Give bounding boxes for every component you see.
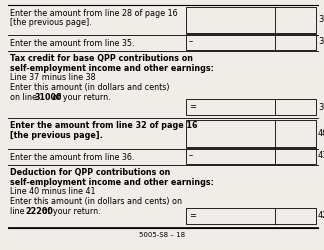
Text: line: line: [10, 206, 27, 216]
Text: Enter the amount from line 36.: Enter the amount from line 36.: [10, 152, 134, 162]
Text: Enter this amount (in dollars and cents) on: Enter this amount (in dollars and cents)…: [10, 197, 182, 206]
Bar: [186, 148, 316, 164]
Text: self-employment income and other earnings:: self-employment income and other earning…: [10, 178, 214, 187]
Bar: [186, 34, 316, 50]
Text: 37: 37: [318, 16, 324, 24]
Text: Enter the amount from line 28 of page 16: Enter the amount from line 28 of page 16: [10, 8, 178, 18]
Text: =: =: [189, 102, 196, 112]
Text: Line 37 minus line 38: Line 37 minus line 38: [10, 74, 96, 82]
Text: –: –: [189, 151, 193, 160]
Bar: [186, 120, 316, 147]
Text: of your return.: of your return.: [50, 92, 110, 102]
Bar: [186, 99, 316, 115]
Text: 40: 40: [318, 129, 324, 138]
Text: 39: 39: [318, 102, 324, 112]
Text: [the previous page].: [the previous page].: [10, 18, 92, 27]
Text: 22200: 22200: [25, 206, 53, 216]
Bar: [186, 7, 316, 33]
Text: of your return.: of your return.: [40, 206, 101, 216]
Text: [the previous page].: [the previous page].: [10, 131, 103, 140]
Text: self-employment income and other earnings:: self-employment income and other earning…: [10, 64, 214, 73]
Text: Line 40 minus line 41: Line 40 minus line 41: [10, 188, 96, 196]
Text: Deduction for QPP contributions on: Deduction for QPP contributions on: [10, 168, 170, 177]
Bar: [186, 208, 316, 224]
Text: 31000: 31000: [34, 92, 62, 102]
Text: Enter the amount from line 35.: Enter the amount from line 35.: [10, 38, 134, 48]
Text: 38: 38: [318, 37, 324, 46]
Text: on line: on line: [10, 92, 40, 102]
Text: Enter the amount from line 32 of page 16: Enter the amount from line 32 of page 16: [10, 122, 198, 130]
Text: Enter this amount (in dollars and cents): Enter this amount (in dollars and cents): [10, 83, 169, 92]
Text: 42: 42: [318, 212, 324, 220]
Text: 41: 41: [318, 151, 324, 160]
Text: 5005-S8 – 18: 5005-S8 – 18: [139, 232, 185, 238]
Text: –: –: [189, 37, 193, 46]
Text: Tax credit for base QPP contributions on: Tax credit for base QPP contributions on: [10, 54, 193, 64]
Text: =: =: [189, 212, 196, 220]
